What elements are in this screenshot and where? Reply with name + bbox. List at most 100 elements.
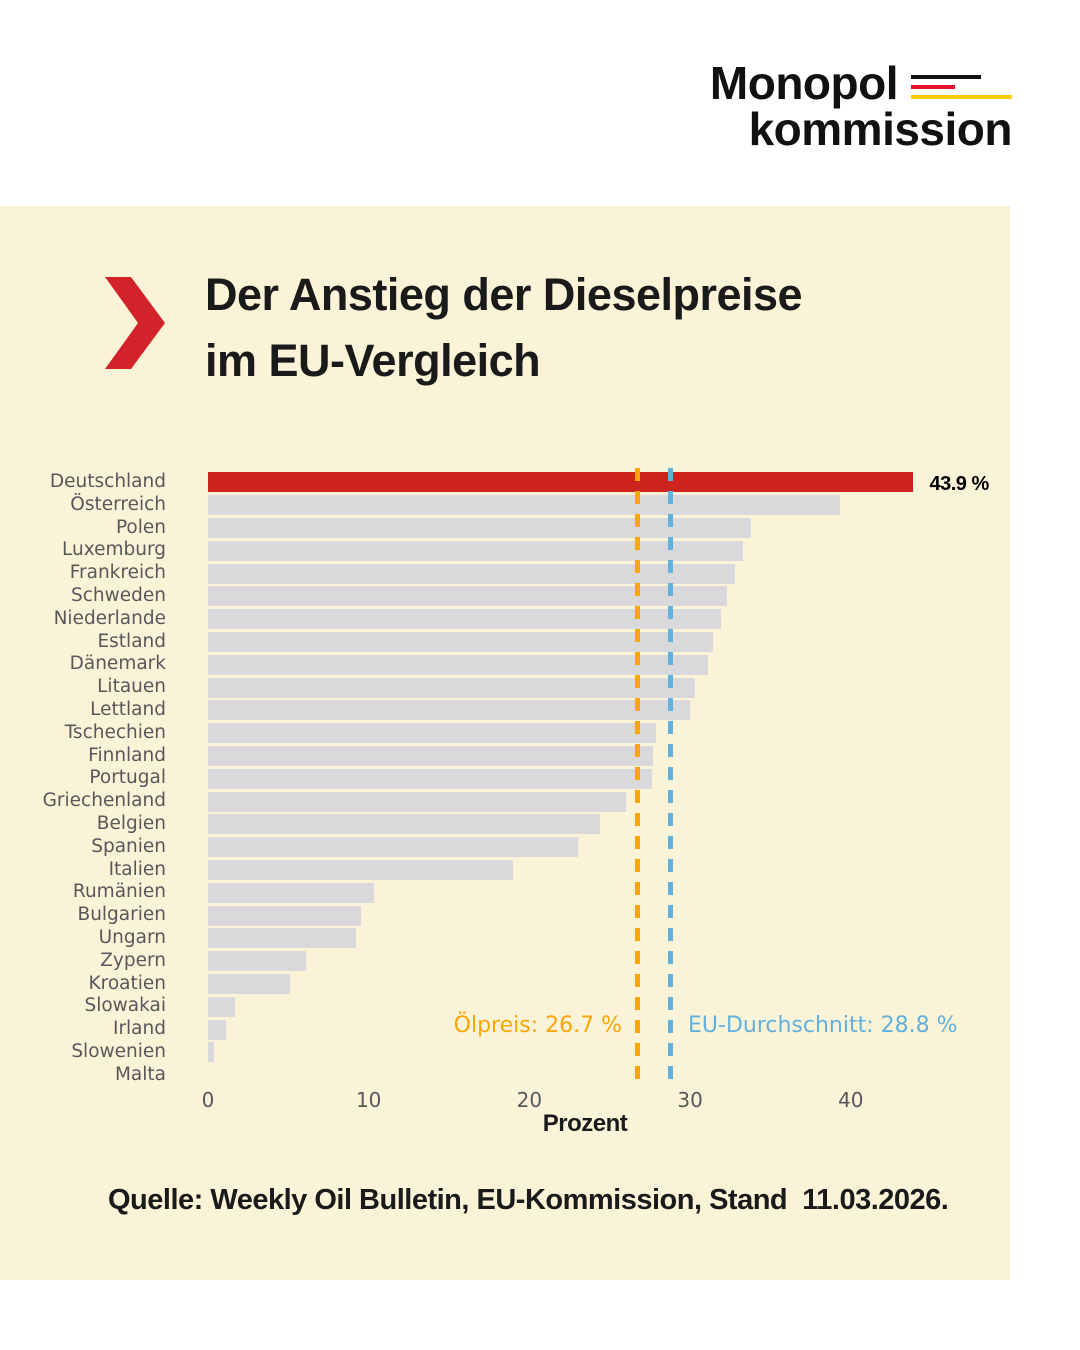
bar-track xyxy=(208,745,1010,766)
bar xyxy=(208,973,290,994)
flag-black-line xyxy=(911,75,981,79)
eu-average-annotation: EU-Durchschnitt: 28.8 % xyxy=(688,1013,958,1038)
country-label: Ungarn xyxy=(98,926,166,948)
bar xyxy=(208,745,654,766)
bar-track xyxy=(208,768,1010,789)
country-label: Belgien xyxy=(96,812,166,834)
bar xyxy=(208,882,374,903)
chart-row: Estland xyxy=(0,631,1010,654)
bar xyxy=(208,700,691,721)
bar-track xyxy=(208,723,1010,744)
bar xyxy=(208,928,356,949)
bar-track xyxy=(208,609,1010,630)
chart-row: Tschechien xyxy=(0,722,1010,745)
bar-track xyxy=(208,951,1010,972)
bar-track xyxy=(208,1042,1010,1063)
x-axis-tick: 30 xyxy=(677,1088,703,1112)
bar-track xyxy=(208,859,1010,880)
x-axis-tick: 20 xyxy=(516,1088,543,1112)
country-label: Italien xyxy=(108,858,166,880)
highlight-value-label: 43.9 % xyxy=(929,473,989,495)
bar-track xyxy=(208,882,1010,903)
country-label: Litauen xyxy=(97,676,166,698)
bar xyxy=(208,609,721,630)
chart-row: Spanien xyxy=(0,836,1010,859)
country-label: Niederlande xyxy=(53,607,166,629)
page-title-line1: Der Anstieg der Dieselpreise xyxy=(205,269,803,320)
country-label: Bulgarien xyxy=(77,904,167,926)
bar-track xyxy=(208,700,1010,721)
country-label: Dänemark xyxy=(69,653,166,675)
chart-row: Polen xyxy=(0,517,1010,540)
eu-average-reference-line xyxy=(668,468,674,1086)
oil-price-annotation: Ölpreis: 26.7 % xyxy=(453,1013,622,1038)
chart-row: Irland xyxy=(0,1018,1010,1041)
bar-track xyxy=(208,517,1010,538)
chart-row: Österreich xyxy=(0,494,1010,517)
bar xyxy=(208,768,652,789)
bar xyxy=(208,859,514,880)
chart-row: Rumänien xyxy=(0,881,1010,904)
country-label: Malta xyxy=(114,1063,166,1085)
page-title: Der Anstieg der Dieselpreise im EU-Vergl… xyxy=(205,262,965,394)
bar xyxy=(208,905,361,926)
chart-row: Griechenland xyxy=(0,790,1010,813)
chart-row: Italien xyxy=(0,859,1010,882)
bar-track xyxy=(208,928,1010,949)
oil-price-reference-line xyxy=(634,468,640,1086)
bar-track xyxy=(208,495,1010,516)
bar-track xyxy=(208,1019,1010,1040)
x-axis-tick: 40 xyxy=(838,1088,864,1112)
chart-row: Slowakai xyxy=(0,995,1010,1018)
bar xyxy=(208,495,840,516)
chart-row: Finnland xyxy=(0,745,1010,768)
x-axis-label: Prozent xyxy=(542,1110,628,1137)
country-label: Rumänien xyxy=(72,881,166,903)
bar-track xyxy=(208,905,1010,926)
source-note: Quelle: Weekly Oil Bulletin, EU-Kommissi… xyxy=(108,1184,949,1216)
chart-row: Kroatien xyxy=(0,973,1010,996)
bar xyxy=(208,540,744,561)
bar-track xyxy=(208,996,1010,1017)
bar xyxy=(208,631,713,652)
bar-track xyxy=(208,586,1010,607)
bar-track xyxy=(208,631,1010,652)
x-axis-tick: 10 xyxy=(355,1088,382,1112)
chart-row: Belgien xyxy=(0,813,1010,836)
chart-row: Litauen xyxy=(0,676,1010,699)
country-label: Spanien xyxy=(91,835,166,857)
country-label: Portugal xyxy=(89,767,166,789)
country-label: Kroatien xyxy=(88,972,167,994)
country-label: Luxemburg xyxy=(62,539,166,561)
country-label: Österreich xyxy=(70,493,166,515)
chart-row: Slowenien xyxy=(0,1041,1010,1064)
bar-track xyxy=(208,677,1010,698)
bar xyxy=(208,1019,226,1040)
bar-track xyxy=(208,472,1010,493)
bar-track xyxy=(208,814,1010,835)
page-title-line2: im EU-Vergleich xyxy=(205,335,541,386)
bar-track xyxy=(208,973,1010,994)
country-label: Schweden xyxy=(70,584,166,606)
chart-row: Luxemburg xyxy=(0,539,1010,562)
german-flag-icon xyxy=(911,75,1012,99)
chart-row: Zypern xyxy=(0,950,1010,973)
bar-track xyxy=(208,654,1010,675)
country-label: Griechenland xyxy=(42,790,166,812)
bar-chart-rows: Deutschland Österreich Polen Luxemburg Frank… xyxy=(0,471,1010,1087)
chart-row: Niederlande xyxy=(0,608,1010,631)
country-label: Irland xyxy=(112,1018,166,1040)
chart-row: Malta xyxy=(0,1064,1010,1087)
country-label: Deutschland xyxy=(49,471,166,492)
logo-word-monopol: Monopol xyxy=(709,57,899,109)
country-label: Polen xyxy=(115,516,166,538)
bar xyxy=(208,677,695,698)
country-label: Lettland xyxy=(90,698,166,720)
bar xyxy=(208,723,657,744)
bar-track xyxy=(208,837,1010,858)
bar xyxy=(208,472,914,493)
x-axis-ticks: 0 10 20 30 40 xyxy=(0,1088,1010,1114)
chart-row: Portugal xyxy=(0,767,1010,790)
bar-track xyxy=(208,1065,1010,1085)
chart-row: Lettland xyxy=(0,699,1010,722)
